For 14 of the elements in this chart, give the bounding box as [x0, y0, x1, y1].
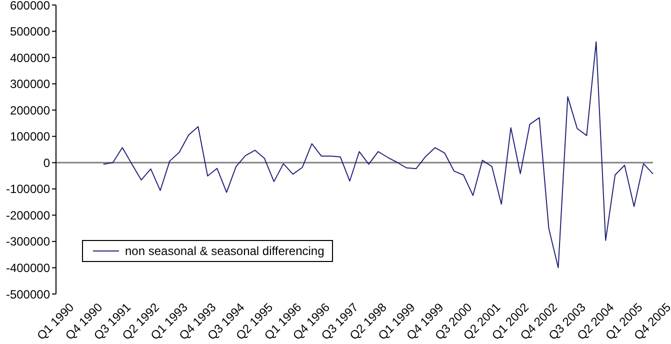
- y-tick-label: 100000: [10, 130, 50, 144]
- y-tick-label: 600000: [10, 0, 50, 12]
- y-tick-label: 300000: [10, 77, 50, 92]
- y-tick-label: 200000: [10, 103, 50, 118]
- y-tick-label: -400000: [6, 260, 50, 275]
- y-tick-label: -200000: [6, 208, 50, 222]
- line-series: [102, 41, 654, 268]
- y-tick-label: -500000: [6, 287, 50, 302]
- y-tick-label: 400000: [10, 50, 50, 65]
- y-tick-label: 500000: [10, 24, 50, 39]
- y-tick-label: 0: [43, 156, 50, 170]
- y-tick-label: -300000: [6, 234, 50, 249]
- y-tick-label: -100000: [6, 182, 50, 196]
- legend-label: non seasonal & seasonal differencing: [125, 244, 324, 258]
